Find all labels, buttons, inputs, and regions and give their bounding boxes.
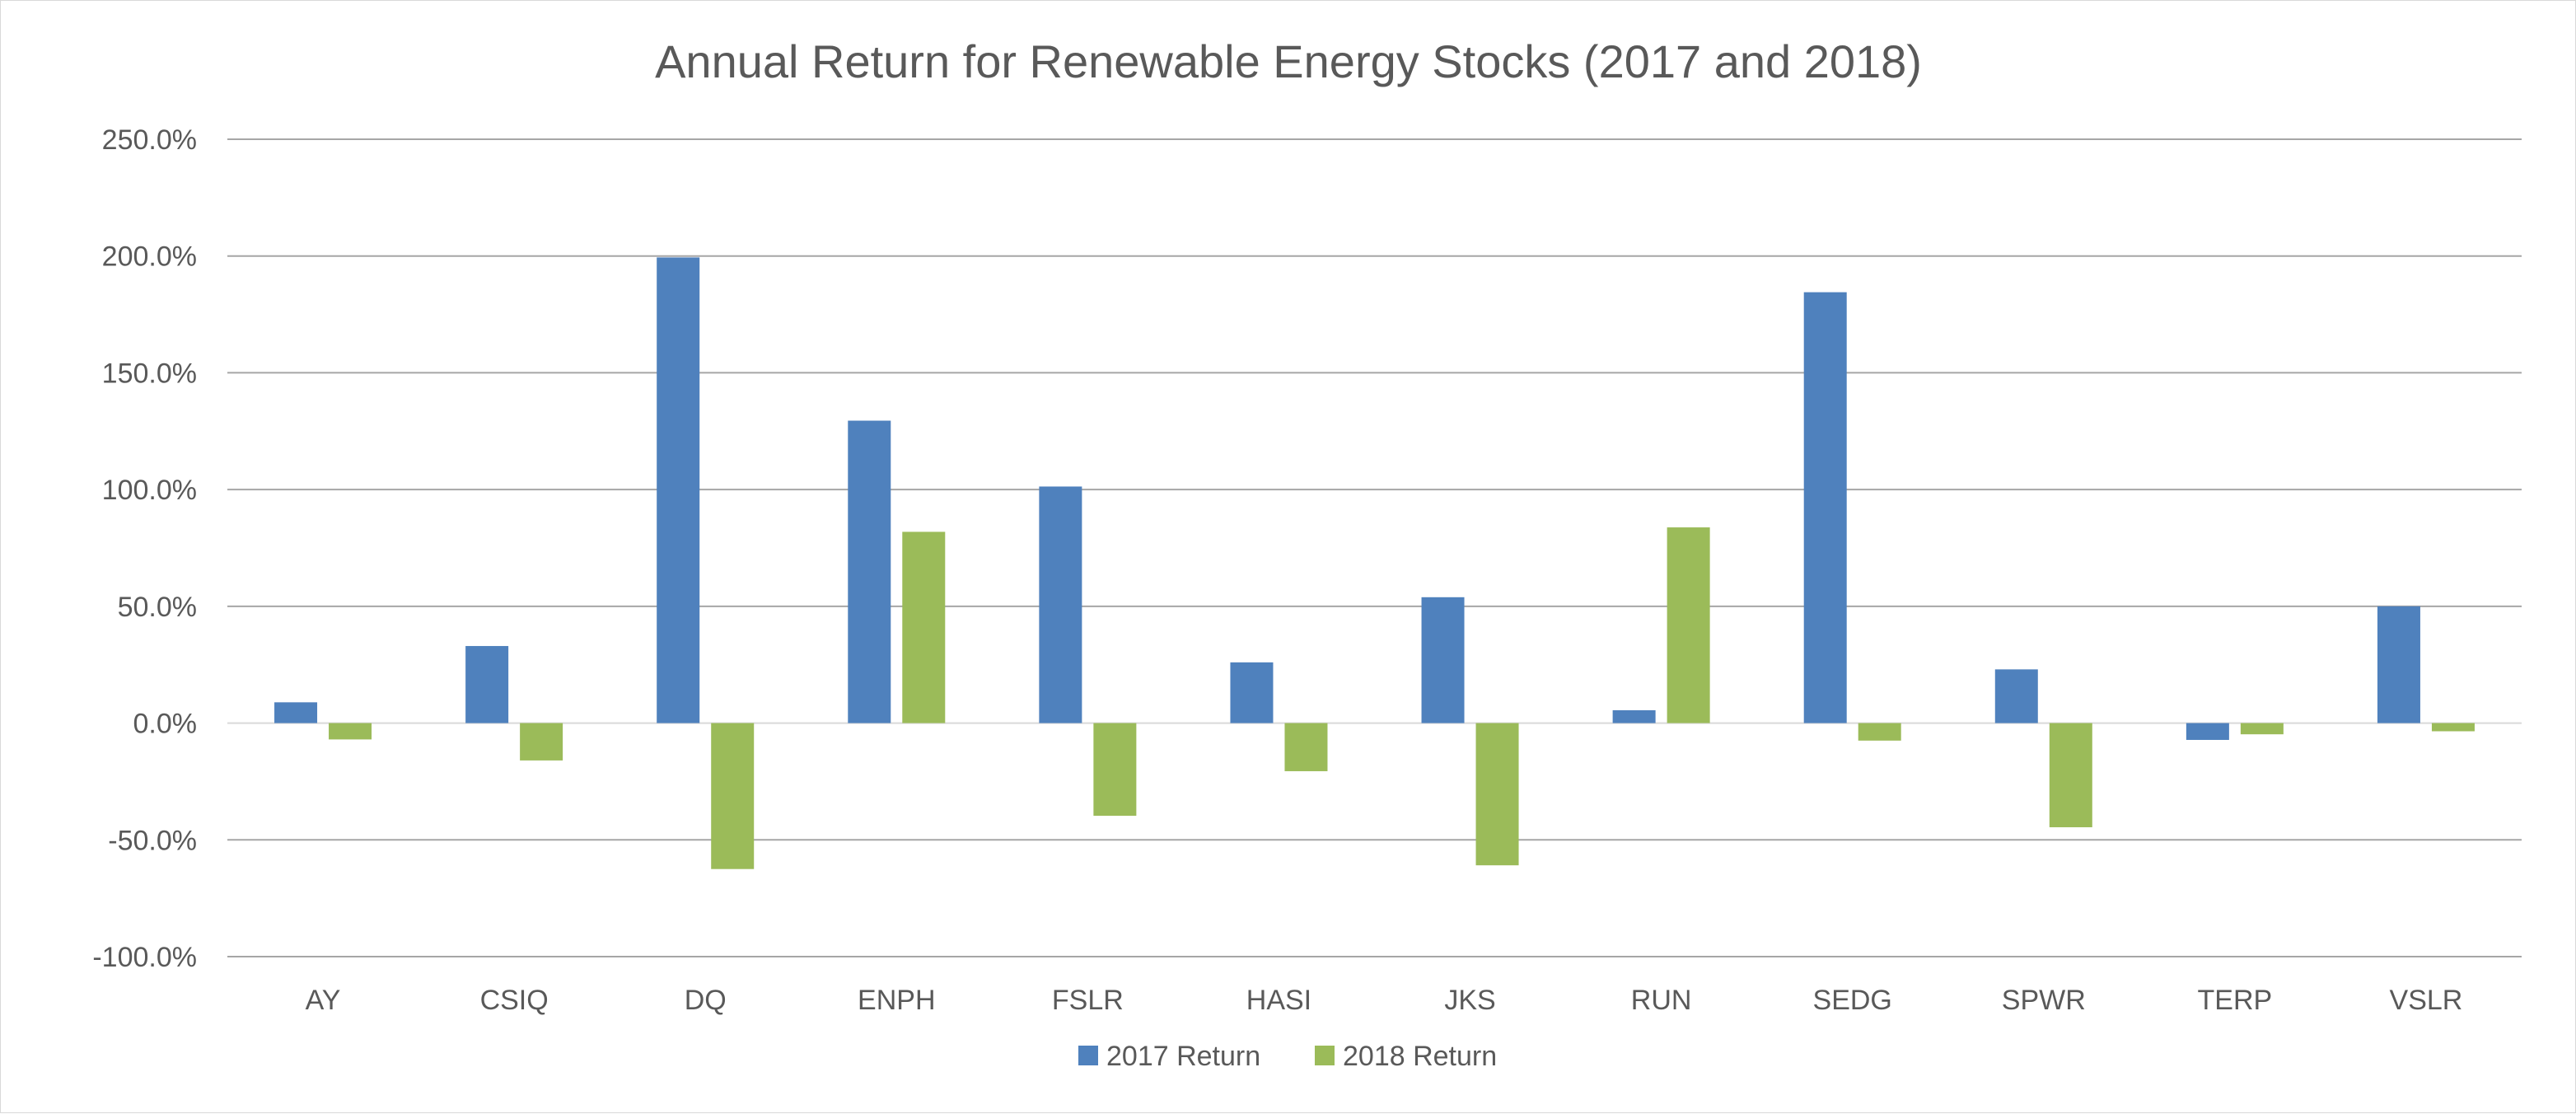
y-tick-label: 0.0% — [133, 709, 198, 740]
legend-label: 2017 Return — [1106, 1041, 1260, 1072]
bar-vslr-series-1 — [2377, 606, 2420, 723]
chart-title: Annual Return for Renewable Energy Stock… — [655, 35, 1922, 87]
bar-csiq-series-1 — [465, 646, 509, 723]
bar-vslr-series-2 — [2431, 723, 2475, 732]
bar-ay-series-2 — [329, 723, 372, 740]
bar-csiq-series-2 — [520, 723, 563, 761]
y-tick-label: 250.0% — [102, 124, 197, 156]
legend-swatch — [1078, 1046, 1098, 1065]
y-tick-label: -100.0% — [92, 942, 197, 973]
legend-label: 2018 Return — [1343, 1041, 1497, 1072]
x-tick-label: RUN — [1631, 985, 1692, 1016]
bar-enph-series-1 — [848, 420, 891, 723]
bar-hasi-series-2 — [1284, 723, 1328, 771]
bar-fslr-series-2 — [1093, 723, 1137, 817]
bar-spwr-series-2 — [2049, 723, 2092, 827]
x-tick-label: CSIQ — [480, 985, 549, 1016]
bar-dq-series-1 — [657, 257, 700, 723]
y-tick-label: 100.0% — [102, 475, 197, 506]
bar-jks-series-1 — [1421, 597, 1465, 723]
bar-hasi-series-1 — [1230, 662, 1274, 723]
bar-sedg-series-1 — [1803, 292, 1847, 723]
bar-run-series-1 — [1612, 709, 1656, 723]
x-tick-label: HASI — [1246, 985, 1311, 1016]
bar-run-series-2 — [1667, 527, 1710, 723]
bar-dq-series-2 — [711, 723, 755, 869]
bar-terp-series-2 — [2240, 723, 2284, 735]
bar-jks-series-2 — [1475, 723, 1519, 866]
y-tick-label: 50.0% — [118, 592, 197, 623]
x-tick-label: AY — [306, 985, 341, 1016]
y-tick-label: -50.0% — [108, 825, 197, 856]
x-tick-label: SEDG — [1813, 985, 1892, 1016]
x-tick-label: ENPH — [858, 985, 935, 1016]
bar-enph-series-2 — [902, 531, 946, 723]
x-tick-label: SPWR — [2002, 985, 2086, 1016]
x-tick-label: FSLR — [1052, 985, 1124, 1016]
bars — [274, 257, 2475, 869]
y-axis-ticks: -100.0% -50.0% 0.0% 50.0% 100.0% 150.0% 200.0%… — [92, 124, 197, 973]
bar-ay-series-1 — [274, 702, 318, 723]
bar-terp-series-1 — [2186, 723, 2229, 740]
legend: 2017 Return 2018 Return — [1078, 1041, 1497, 1072]
y-tick-label: 200.0% — [102, 241, 197, 273]
bar-fslr-series-1 — [1039, 486, 1082, 723]
x-tick-label: DQ — [685, 985, 727, 1016]
y-tick-label: 150.0% — [102, 358, 197, 389]
x-tick-label: JKS — [1444, 985, 1495, 1016]
bar-sedg-series-2 — [1858, 723, 1901, 741]
bar-spwr-series-1 — [1994, 669, 2038, 723]
legend-swatch — [1315, 1046, 1335, 1065]
gridlines — [227, 138, 2522, 957]
x-tick-label: TERP — [2198, 985, 2273, 1016]
x-tick-label: VSLR — [2390, 985, 2463, 1016]
x-axis-ticks: AY CSIQ DQ ENPH FSLR HASI JKS RUN SEDG SPWR TERP VS… — [306, 985, 2463, 1016]
